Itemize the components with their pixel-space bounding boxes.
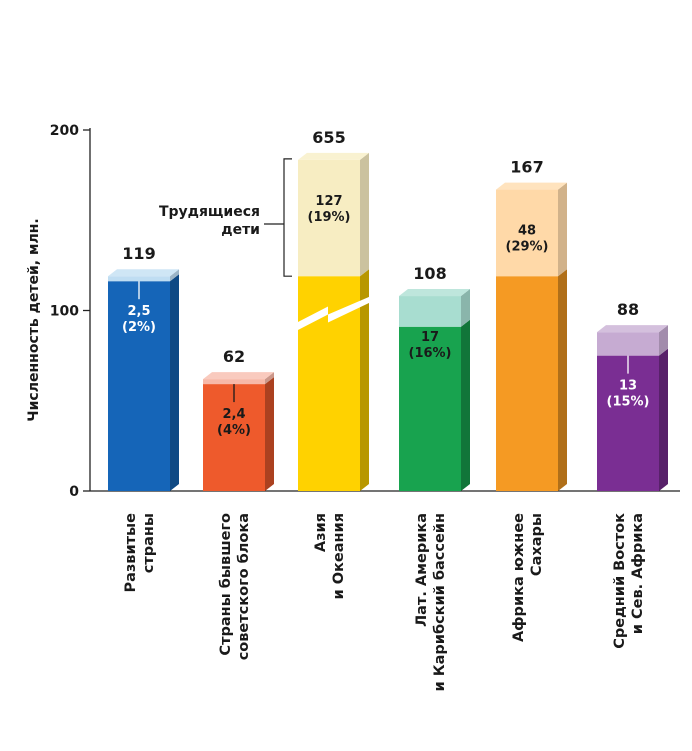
category-label-line: Африка южнее: [511, 513, 527, 642]
bar-base: [597, 355, 659, 491]
category-label-line: и Сев. Африка: [630, 513, 646, 634]
bar-top-face: [108, 269, 179, 277]
category-label-line: страны: [141, 513, 157, 573]
bar-top-face: [399, 289, 470, 297]
bar-base-side: [659, 348, 668, 491]
annotation-text: дети: [221, 222, 260, 238]
bar-base-side: [558, 269, 567, 491]
bar-base-side: [360, 269, 369, 491]
bar-working-side: [170, 269, 179, 282]
annotation-text: Трудящиеся: [159, 204, 260, 220]
y-axis-title: Численность детей, млн.: [26, 218, 42, 421]
category-label-line: Сахары: [529, 513, 545, 576]
bar-working: [108, 276, 170, 282]
chart-bars: [108, 152, 668, 491]
bar-base-side: [265, 377, 274, 491]
bar-base: [399, 326, 461, 491]
bar-working-share: (2%): [122, 320, 156, 335]
bar-working-share: (4%): [217, 423, 251, 438]
category-label-line: Развитые: [123, 513, 139, 593]
category-label-line: и Карибский бассейн: [432, 513, 448, 691]
bar-working-side: [461, 289, 470, 327]
category-label-line: Средний Восток: [612, 513, 628, 649]
bar-total-label: 167: [510, 158, 543, 177]
bar-working-side: [360, 152, 369, 277]
bar-working-side: [659, 325, 668, 356]
category-label-line: Лат. Америка: [414, 513, 430, 627]
bar-total-label: 119: [122, 244, 155, 263]
y-tick-label: 0: [69, 484, 79, 500]
bar-total-label: 108: [413, 264, 446, 283]
bar-total-label: 88: [617, 300, 639, 319]
bar-working: [496, 189, 558, 277]
bar-working-side: [558, 182, 567, 277]
bar-top-face: [203, 372, 274, 380]
y-tick-label: 100: [50, 304, 79, 320]
category-label-line: советского блока: [236, 513, 252, 660]
annotation-bracket: [283, 158, 292, 277]
bar-base: [108, 281, 170, 491]
bar-working: [203, 379, 265, 385]
bar-working: [298, 159, 360, 277]
bar-working-value: 2,4: [222, 407, 245, 422]
category-label-line: и Океания: [331, 513, 347, 599]
bar-base-side: [461, 319, 470, 491]
bar-top-face: [597, 325, 668, 333]
bar-working-share: (19%): [308, 210, 351, 225]
bar-working-value: 17: [421, 330, 439, 345]
chart-axes: 0 100 200 Численность детей, млн.: [26, 123, 680, 500]
bar-total-label: 62: [223, 347, 245, 366]
bar-working-value: 48: [518, 224, 536, 239]
bar-working: [597, 332, 659, 356]
bar-base-side: [170, 274, 179, 491]
chart-labels: 119 2,5(2%) Развитые страны 62 2,4(4%) Страны …: [122, 128, 649, 692]
category-label-line: Азия: [313, 513, 329, 552]
bar-working-share: (29%): [506, 240, 549, 255]
bar-working-value: 2,5: [127, 304, 150, 319]
category-label-line: Страны бывшего: [218, 513, 234, 656]
bar-working: [399, 296, 461, 327]
bar-working-share: (16%): [409, 346, 452, 361]
bar-top-face: [496, 182, 567, 190]
bar-working-share: (15%): [607, 395, 650, 410]
axis-break-mark: [297, 296, 370, 331]
bar-base: [496, 276, 558, 491]
y-tick-label: 200: [50, 123, 79, 139]
bar-working-value: 13: [619, 379, 637, 394]
bar-top-face: [298, 152, 369, 160]
bar-working-value: 127: [315, 194, 342, 209]
bar-working-side: [265, 372, 274, 385]
bar-total-label: 655: [312, 128, 345, 147]
